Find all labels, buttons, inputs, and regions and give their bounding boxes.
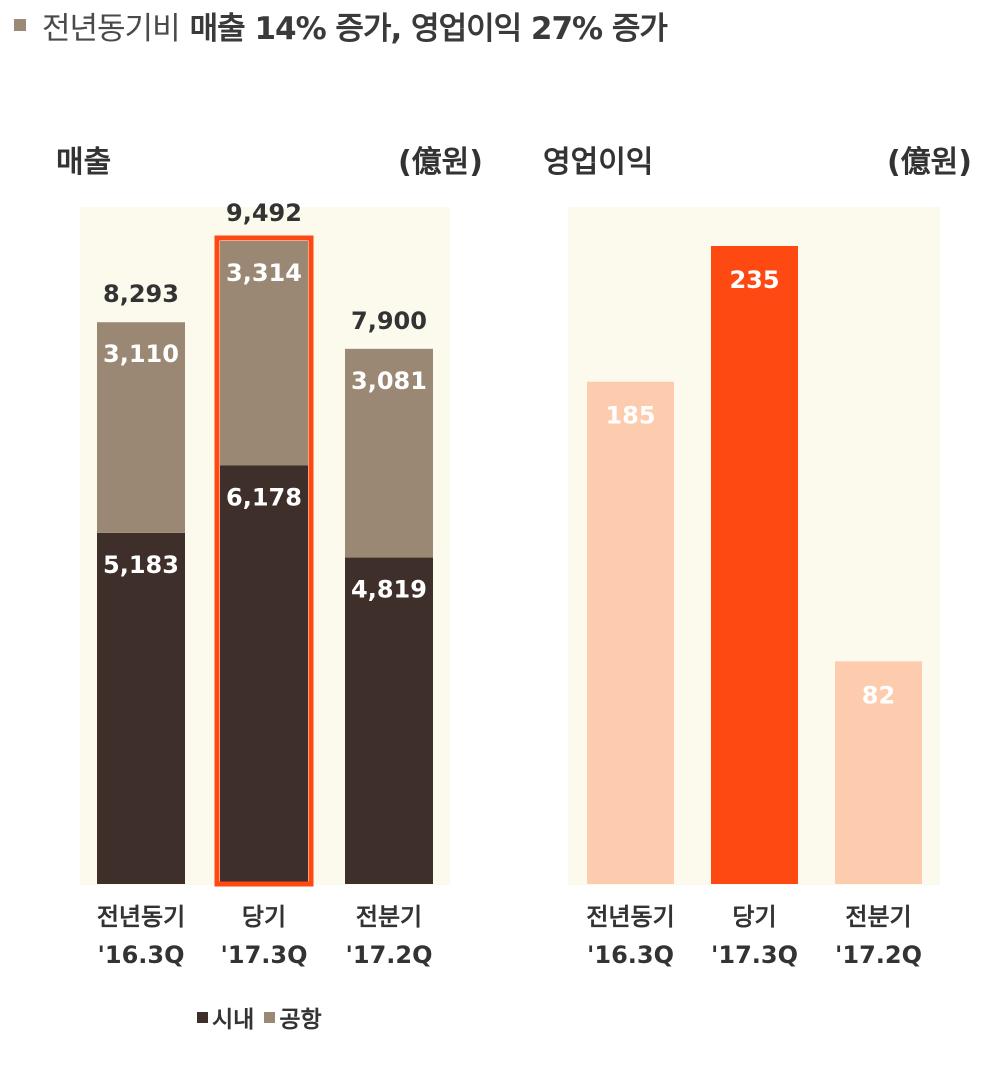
sales-bar-domestic (345, 557, 433, 884)
sales-label-domestic: 5,183 (103, 551, 179, 579)
sales-category-label: 전분기 (356, 903, 422, 931)
profit-bar (587, 381, 674, 884)
sales-bar-airport (345, 348, 433, 558)
sales-label-domestic: 4,819 (351, 576, 427, 604)
sales-category-period: '17.2Q (346, 941, 433, 969)
sales-highlight-box (214, 235, 314, 887)
headline-bullet-icon (14, 19, 26, 31)
profit-title: 영업이익 (543, 145, 653, 180)
sales-category-label: 당기 (242, 903, 286, 931)
legend-item-domestic: 시내 (197, 1000, 254, 1034)
sales-bar-domestic (220, 465, 308, 884)
profit-value-label: 82 (862, 681, 895, 709)
legend-swatch-airport (264, 1011, 276, 1023)
sales-label-domestic: 6,178 (226, 483, 302, 511)
legend-item-airport: 공항 (264, 1000, 322, 1034)
sales-category-period: '16.3Q (98, 941, 185, 969)
profit-category-period: '17.2Q (835, 941, 922, 969)
headline-part1: 전년동기비 (42, 10, 181, 47)
sales-unit: (億원) (398, 145, 483, 180)
sales-total-label: 7,900 (351, 307, 427, 335)
sales-bar-domestic (97, 532, 185, 884)
sales-label-airport: 3,081 (351, 367, 427, 395)
profit-category-label: 전분기 (845, 903, 911, 931)
profit-bar (835, 661, 922, 884)
sales-bar-airport (97, 322, 185, 533)
legend-label-domestic: 시내 (212, 1007, 255, 1033)
sales-total-label: 9,492 (226, 199, 302, 227)
legend: 시내 공항 (197, 1000, 332, 1034)
profit-category-period: '17.3Q (711, 941, 798, 969)
headline: 전년동기비 매출 14% 증가, 영업이익 27% 증가 (14, 2, 668, 48)
sales-label-airport: 3,314 (226, 259, 302, 287)
profit-category-label: 당기 (732, 903, 776, 931)
sales-category-period: '17.3Q (221, 941, 308, 969)
profit-value-label: 235 (729, 266, 779, 294)
sales-total-label: 8,293 (103, 280, 179, 308)
sales-label-airport: 3,110 (103, 340, 179, 368)
sales-category-label: 전년동기 (97, 903, 185, 931)
profit-value-label: 185 (605, 402, 655, 430)
legend-swatch-domestic (197, 1011, 208, 1023)
legend-label-airport: 공항 (279, 1007, 322, 1033)
headline-part2: 매출 14% 증가, 영업이익 27% 증가 (189, 10, 668, 47)
sales-bar-airport (220, 241, 308, 466)
profit-bar (711, 246, 798, 884)
profit-category-label: 전년동기 (586, 903, 674, 931)
sales-title: 매출 (56, 145, 111, 180)
profit-unit: (億원) (887, 145, 972, 180)
profit-category-period: '16.3Q (587, 941, 674, 969)
